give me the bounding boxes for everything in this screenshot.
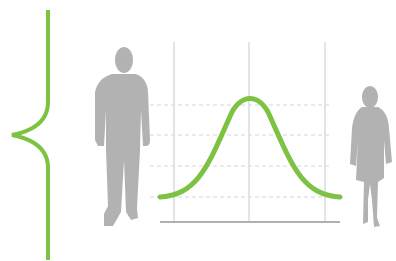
man-silhouette <box>95 47 150 226</box>
page <box>0 0 396 261</box>
bell-curve <box>160 99 340 198</box>
woman-silhouette <box>350 86 392 227</box>
illustration <box>0 0 396 261</box>
grid <box>174 42 325 222</box>
brace <box>12 10 48 260</box>
